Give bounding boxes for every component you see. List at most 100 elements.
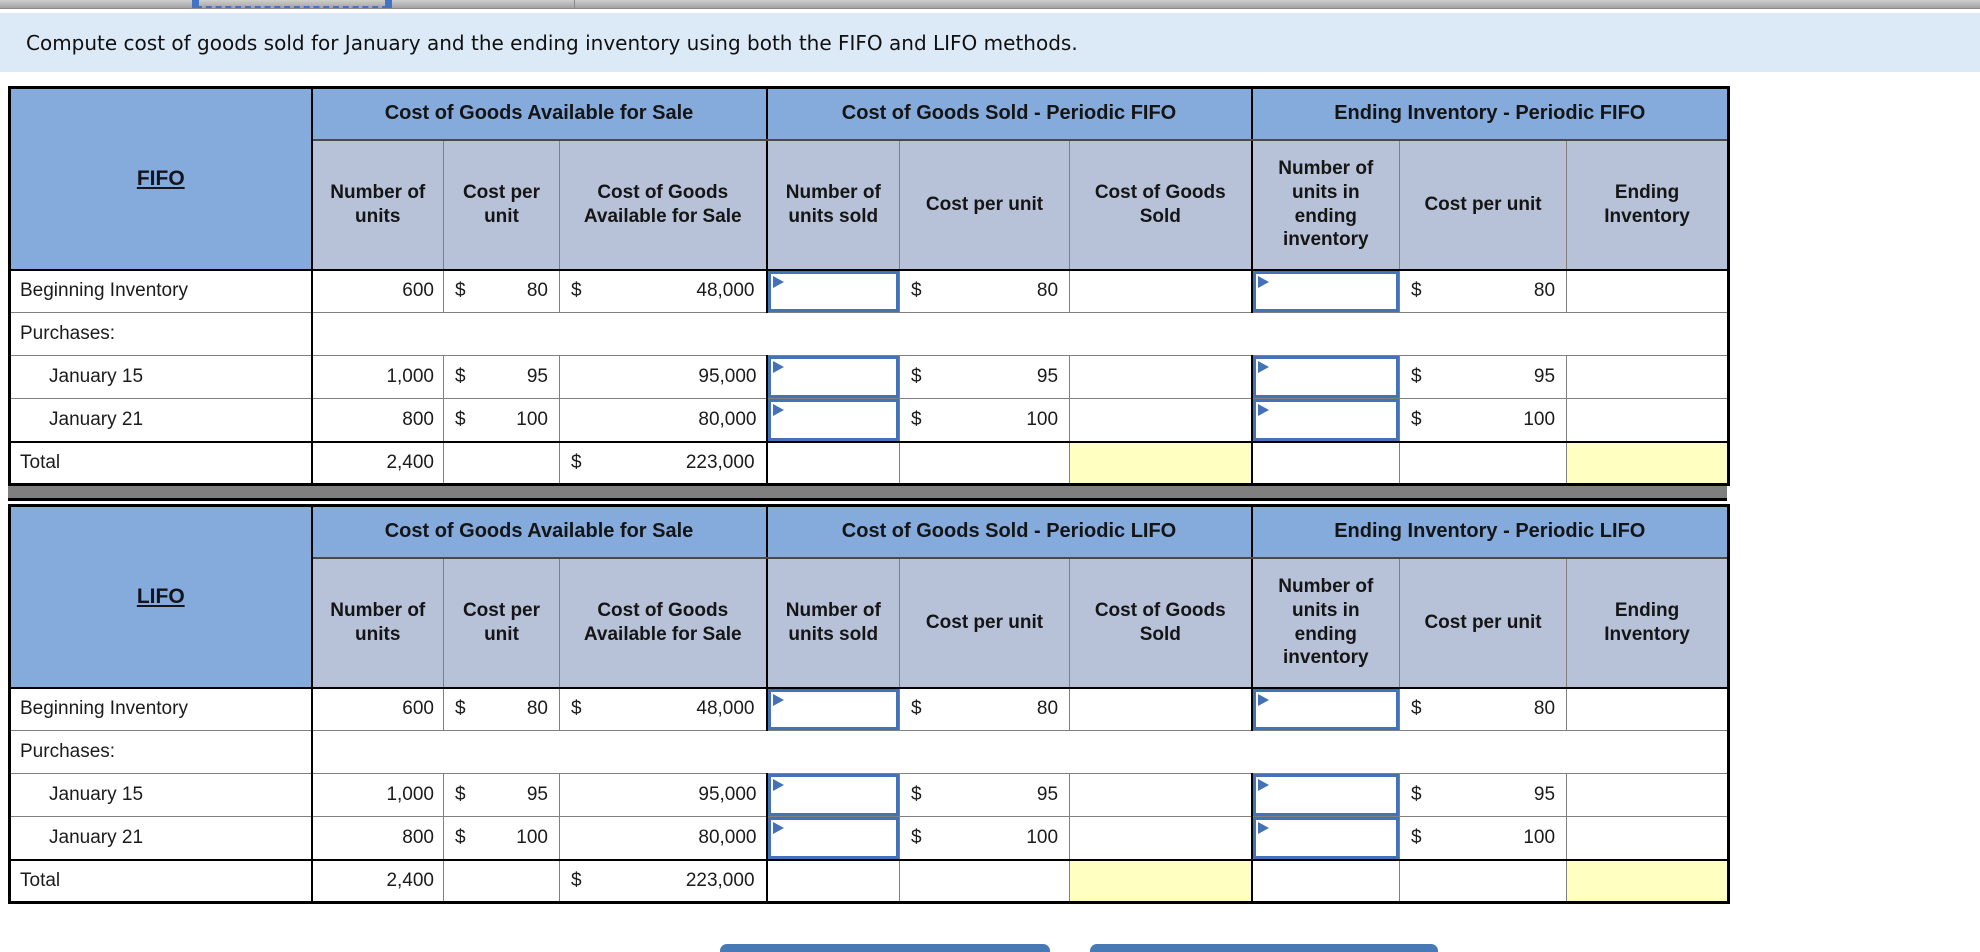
input-field[interactable] (767, 270, 899, 312)
lifo-row-label: January 21 (9, 816, 313, 860)
selection-dashed-handle[interactable] (192, 0, 392, 8)
fifo-money-cell: $95 (1399, 355, 1568, 399)
fifo-row-label: January 15 (9, 355, 313, 399)
lifo-group-header-1: Cost of Goods Sold - Periodic LIFO (766, 505, 1253, 559)
fifo-input-cell[interactable] (1251, 269, 1401, 313)
dollar-sign: $ (571, 280, 582, 302)
amount-value: 95 (526, 366, 548, 387)
lifo-sub-header-0: Number of units (311, 557, 444, 689)
input-field[interactable] (1252, 399, 1399, 441)
selection-handle-left[interactable] (192, 0, 199, 8)
lifo-money-cell: $95 (1399, 773, 1568, 817)
lifo-input-cell[interactable] (766, 687, 901, 731)
lifo-row-label: Purchases: (9, 730, 313, 774)
bottom-button-right[interactable] (1090, 944, 1438, 952)
lifo-input-cell[interactable] (1251, 816, 1401, 860)
lifo-number-cell: 80,000 (559, 816, 768, 860)
lifo-number-cell: 1,000 (311, 773, 444, 817)
fifo-empty-cell (899, 440, 1071, 485)
fifo-empty-cell (1566, 355, 1729, 399)
amount-value: 223,000 (685, 451, 755, 473)
lifo-sub-header-8: Ending Inventory (1566, 557, 1729, 689)
amount-value: 95 (1533, 366, 1556, 387)
lifo-empty-cell (1399, 858, 1568, 903)
input-field[interactable] (1252, 356, 1399, 398)
bottom-button-left[interactable] (720, 944, 1050, 952)
fifo-group-header-2: Ending Inventory - Periodic FIFO (1251, 87, 1730, 141)
fifo-money-cell: $80 (899, 269, 1071, 313)
lifo-number-cell: 800 (311, 816, 444, 860)
dollar-sign: $ (455, 408, 466, 430)
fifo-input-cell[interactable] (1251, 398, 1401, 442)
amount-value: 95 (1533, 784, 1556, 805)
fifo-number-cell: 95,000 (559, 355, 768, 399)
instruction-banner: Compute cost of goods sold for January a… (0, 13, 1980, 72)
dollar-sign: $ (571, 869, 582, 891)
dollar-sign: $ (455, 280, 466, 302)
cell-flag-icon (772, 822, 784, 834)
lifo-money-cell: $80 (899, 687, 1071, 731)
lifo-empty-cell (1069, 816, 1253, 860)
fifo-money-cell: $48,000 (559, 269, 768, 313)
cell-flag-icon (772, 361, 784, 373)
lifo-input-cell[interactable] (1251, 687, 1401, 731)
cell-flag-icon (1257, 693, 1269, 706)
lifo-money-cell: $223,000 (559, 858, 768, 903)
lifo-input-cell[interactable] (766, 816, 901, 860)
dollar-sign: $ (1411, 698, 1422, 720)
amount-value: 80 (1533, 280, 1556, 302)
dollar-sign: $ (911, 698, 922, 720)
fifo-empty-cell (1069, 269, 1253, 313)
amount-value: 95 (1036, 784, 1059, 805)
input-field[interactable] (1252, 270, 1399, 312)
amount-value: 223,000 (685, 869, 755, 891)
lifo-row-label: January 15 (9, 773, 313, 817)
lifo-input-cell[interactable] (766, 773, 901, 817)
dollar-sign: $ (1411, 826, 1422, 848)
input-field[interactable] (767, 817, 899, 859)
lifo-money-cell: $80 (1399, 687, 1568, 731)
selection-handle-right[interactable] (385, 0, 392, 8)
lifo-empty-cell (1069, 773, 1253, 817)
fifo-table: FIFO Cost of Goods Available for Sale Cost… (8, 86, 1731, 486)
fifo-empty-cell (1069, 355, 1253, 399)
amount-value: 100 (516, 408, 548, 430)
lifo-table: LIFO Cost of Goods Available for Sale Cost… (8, 504, 1731, 904)
lifo-input-cell[interactable] (1251, 773, 1401, 817)
input-field[interactable] (767, 688, 899, 730)
fifo-input-cell[interactable] (766, 269, 901, 313)
input-field[interactable] (767, 399, 899, 441)
lifo-sub-header-2: Cost of Goods Available for Sale (559, 557, 768, 689)
input-field[interactable] (1252, 774, 1399, 816)
lifo-sub-header-4: Cost per unit (899, 557, 1071, 689)
amount-value: 48,000 (696, 280, 755, 302)
lifo-empty-cell (1069, 687, 1253, 731)
cell-flag-icon (1257, 779, 1269, 791)
dollar-sign: $ (911, 366, 922, 387)
fifo-input-cell[interactable] (1251, 355, 1401, 399)
fifo-money-cell: $95 (443, 355, 560, 399)
fifo-empty-cell (766, 440, 901, 485)
input-field[interactable] (1252, 817, 1399, 859)
input-field[interactable] (1252, 688, 1399, 730)
fifo-input-cell[interactable] (766, 355, 901, 399)
amount-value: 48,000 (696, 698, 755, 720)
cell-flag-icon (772, 779, 784, 791)
dollar-sign: $ (1411, 408, 1422, 430)
fifo-input-cell[interactable] (766, 398, 901, 442)
fifo-money-cell: $100 (443, 398, 560, 442)
lifo-group-header-0: Cost of Goods Available for Sale (311, 505, 768, 559)
dollar-sign: $ (911, 408, 922, 430)
fifo-row-label: Total (9, 440, 313, 485)
input-field[interactable] (767, 774, 899, 816)
amount-value: 80 (1036, 280, 1059, 302)
input-field[interactable] (767, 356, 899, 398)
lifo-sub-header-5: Cost of Goods Sold (1069, 557, 1253, 689)
lifo-calculated-total-cell (1069, 858, 1253, 903)
fifo-empty-cell (443, 440, 560, 485)
lifo-merged-empty-cell (311, 730, 1729, 774)
cell-flag-icon (1257, 822, 1269, 834)
lifo-method-title-cell: LIFO (9, 505, 313, 689)
lifo-sub-header-1: Cost per unit (443, 557, 560, 689)
